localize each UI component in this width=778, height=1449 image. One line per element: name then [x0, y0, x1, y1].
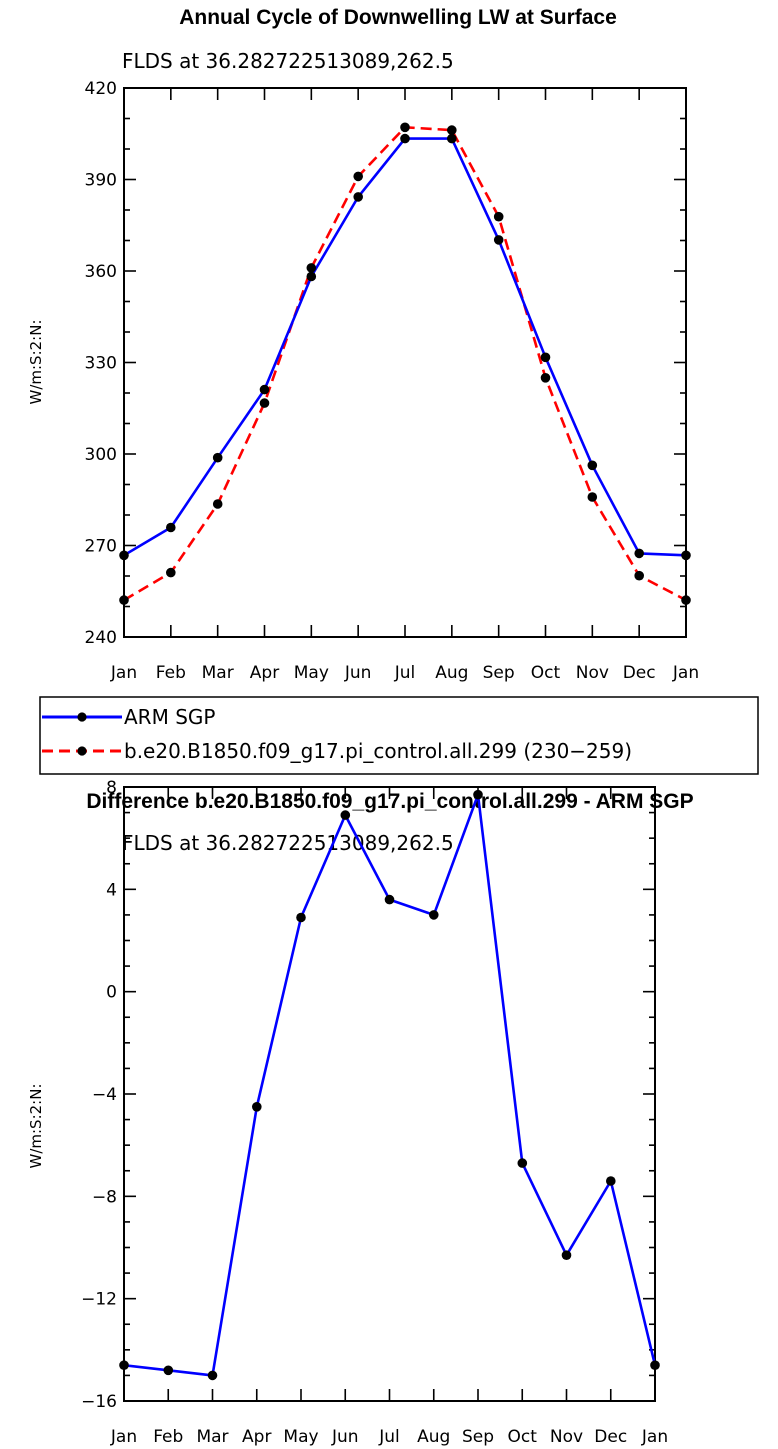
bottom-x-tick-label: Oct [508, 1427, 538, 1447]
bottom-series-0-point [384, 894, 395, 905]
top-x-tick-label: Jan [672, 663, 699, 683]
bottom-y-tick-label: −12 [81, 1290, 117, 1310]
top-series-0-point [493, 235, 504, 245]
bottom-chart-title: Difference b.e20.B1850.f09_g17.pi_contro… [86, 790, 693, 813]
bottom-x-tick-label: Jan [110, 1427, 137, 1447]
bottom-series-0-point [296, 912, 306, 923]
top-series-0-point [540, 352, 551, 363]
bottom-series-0-point [650, 1360, 660, 1370]
bottom-y-tick-label: 0 [106, 983, 117, 1003]
bottom-series-0-point [517, 1158, 528, 1168]
bottom-y-tick-label: 8 [106, 778, 117, 798]
bottom-x-tick-label: May [283, 1427, 318, 1447]
bottom-x-tick-label: Mar [196, 1427, 228, 1447]
top-x-tick-label: Dec [623, 663, 656, 683]
bottom-series-0-point [561, 1250, 572, 1260]
bottom-series-0-point [340, 810, 351, 820]
top-series-1-point [306, 263, 317, 273]
top-y-tick-label: 390 [85, 171, 117, 191]
top-y-tick-label: 240 [85, 628, 117, 648]
bottom-x-tick-label: Aug [417, 1427, 450, 1447]
top-series-0-point [306, 271, 317, 282]
top-series-0-point [166, 522, 176, 533]
bottom-x-tick-label: Jun [331, 1427, 359, 1447]
top-series-1-point [587, 492, 598, 502]
top-y-tick-label: 360 [85, 262, 117, 282]
top-y-tick-label: 300 [85, 445, 117, 465]
top-x-tick-label: Mar [202, 663, 234, 683]
top-x-tick-label: May [294, 663, 329, 683]
top-series-1-point [353, 171, 364, 182]
top-x-tick-label: Feb [156, 663, 186, 683]
bottom-chart: Difference b.e20.B1850.f09_g17.pi_contro… [27, 778, 694, 1447]
top-plot-frame [123, 87, 687, 638]
top-series-1-point [681, 595, 691, 605]
top-series-1-point [447, 125, 457, 135]
top-series-1-point [400, 122, 410, 133]
top-x-tick-label: Sep [483, 663, 515, 683]
legend-model-marker [77, 746, 87, 756]
top-series-0-point [634, 548, 644, 559]
bottom-plot-frame [123, 786, 656, 1402]
top-chart-y-axis-label: W/m:S:2:N: [27, 320, 45, 405]
top-x-tick-label: Jun [344, 663, 372, 683]
top-x-tick-label: Jan [110, 663, 137, 683]
top-y-tick-label: 330 [85, 354, 117, 374]
top-series-line-0 [123, 137, 687, 557]
top-x-tick-label: Aug [435, 663, 468, 683]
top-series-0-point [212, 452, 223, 463]
bottom-series-0-point [429, 910, 439, 920]
top-chart-title: Annual Cycle of Downwelling LW at Surfac… [179, 6, 617, 29]
top-series-1-point [119, 595, 129, 605]
top-series-0-point [400, 133, 410, 144]
top-series-1-point [212, 499, 223, 509]
bottom-y-tick-label: 4 [106, 880, 117, 900]
top-series-1-point [540, 373, 551, 383]
bottom-series-0-point [163, 1365, 174, 1376]
top-series-1-point [634, 570, 644, 581]
top-x-tick-label: Oct [531, 663, 561, 683]
bottom-series-0-point [119, 1360, 129, 1370]
top-series-1-point [259, 398, 270, 408]
bottom-x-tick-label: Apr [242, 1427, 271, 1447]
top-series-0-point [119, 550, 129, 561]
top-series-0-point [447, 133, 457, 144]
legend-box [39, 696, 759, 775]
bottom-chart-y-axis-label: W/m:S:2:N: [27, 1084, 45, 1169]
top-series-line-1 [123, 126, 687, 602]
legend-model-label: b.e20.B1850.f09_g17.pi_control.all.299 (… [124, 739, 632, 763]
bottom-x-tick-label: Sep [462, 1427, 494, 1447]
top-series-1-point [493, 211, 504, 222]
bottom-y-tick-label: −4 [92, 1085, 117, 1105]
bottom-series-0-point [473, 789, 483, 800]
top-series-1-point [166, 567, 176, 578]
top-series-0-point [259, 384, 270, 395]
top-chart: Annual Cycle of Downwelling LW at Surfac… [27, 6, 699, 683]
bottom-x-tick-label: Feb [153, 1427, 183, 1447]
legend-arm-marker [77, 712, 87, 722]
top-chart-subtitle: FLDS at 36.282722513089,262.5 [122, 49, 454, 73]
bottom-x-tick-label: Nov [550, 1427, 583, 1447]
top-y-tick-label: 420 [85, 79, 117, 99]
legend-arm-label: ARM SGP [124, 705, 215, 729]
bottom-series-0-point [251, 1102, 262, 1112]
top-series-0-point [587, 460, 598, 471]
bottom-x-tick-label: Jan [641, 1427, 668, 1447]
top-x-tick-label: Apr [250, 663, 279, 683]
top-x-tick-label: Nov [576, 663, 609, 683]
legend: ARM SGP b.e20.B1850.f09_g17.pi_control.a… [39, 696, 759, 775]
bottom-y-tick-label: −16 [81, 1392, 117, 1412]
bottom-x-tick-label: Jul [378, 1427, 400, 1447]
bottom-x-tick-label: Dec [594, 1427, 627, 1447]
top-x-tick-label: Jul [394, 663, 416, 683]
top-series-0-point [681, 550, 691, 561]
bottom-series-line-0 [123, 793, 657, 1377]
bottom-series-0-point [606, 1176, 616, 1186]
bottom-series-0-point [207, 1370, 218, 1381]
bottom-y-tick-label: −8 [92, 1187, 117, 1207]
bottom-chart-subtitle: FLDS at 36.282722513089,262.5 [122, 831, 454, 855]
top-series-0-point [353, 192, 364, 202]
top-y-tick-label: 270 [85, 537, 117, 557]
